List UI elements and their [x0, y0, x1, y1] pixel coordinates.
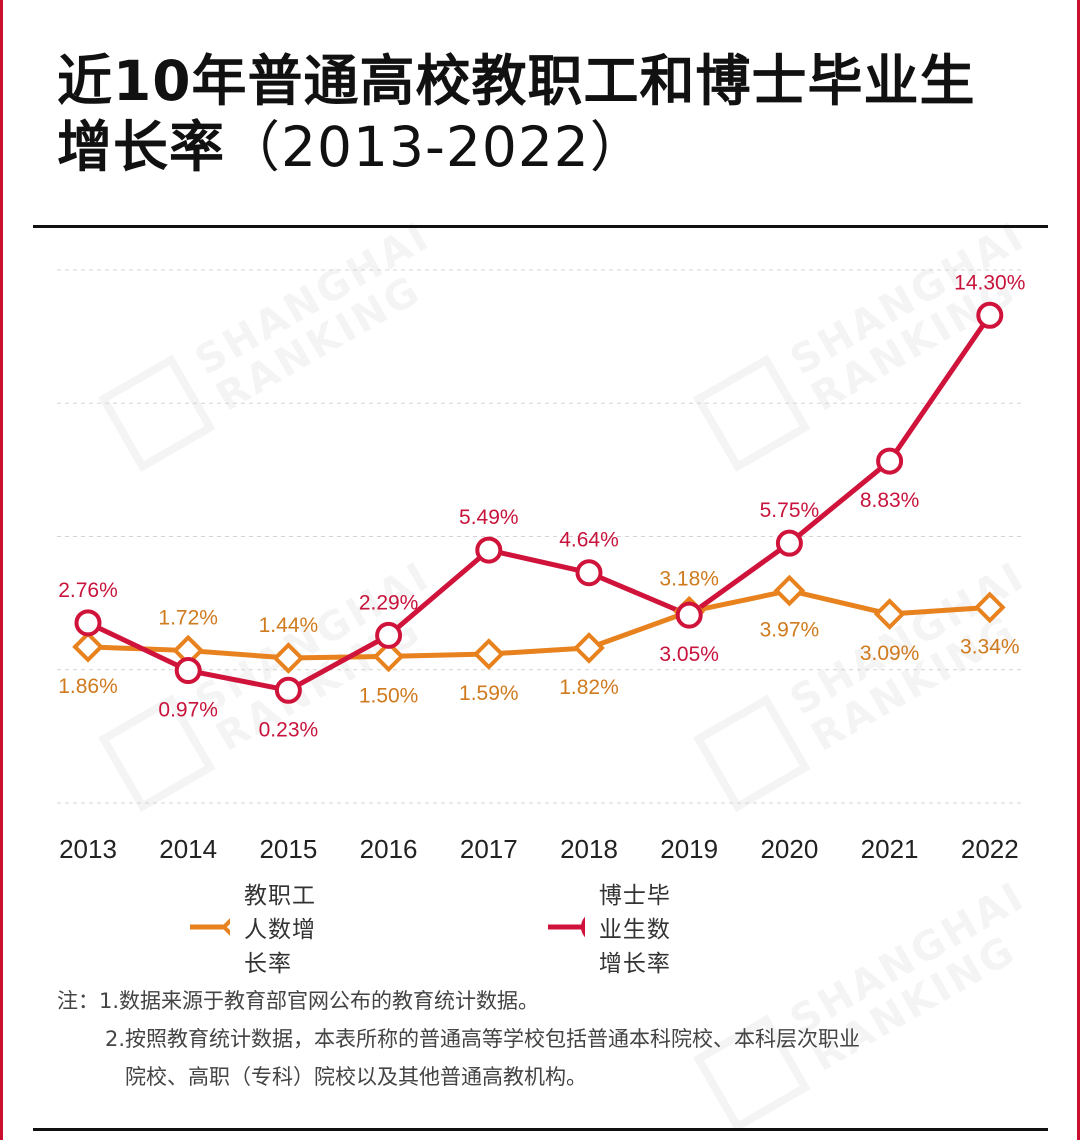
- chart-title-years: （2013-2022）: [225, 115, 646, 179]
- frame-left: [0, 0, 3, 1140]
- phd-data-label: 14.30%: [954, 271, 1025, 294]
- phd-data-label: 2.76%: [58, 579, 118, 602]
- phd-point: [876, 447, 904, 475]
- phd-point: [575, 559, 603, 587]
- phd-point: [976, 301, 1004, 329]
- phd-data-label: 5.75%: [760, 499, 820, 522]
- x-tick-label: 2019: [660, 834, 718, 864]
- staff-point: [973, 591, 1006, 624]
- footnote-2: 2.按照教育统计数据，本表所称的普通高等学校包括普通本科院校、本科层次职业: [105, 1027, 861, 1051]
- x-tick-label: 2022: [961, 834, 1019, 864]
- x-tick-label: 2016: [360, 834, 418, 864]
- top-divider: [33, 225, 1048, 228]
- x-tick-label: 2020: [760, 834, 818, 864]
- staff-data-label: 3.09%: [860, 642, 920, 665]
- legend-phd-label: 博士毕业生数增长率: [598, 883, 671, 977]
- staff-point: [773, 574, 806, 607]
- phd-data-label: 3.05%: [659, 643, 719, 666]
- staff-point: [72, 631, 104, 663]
- staff-data-label: 1.59%: [459, 682, 519, 705]
- staff-point: [573, 632, 605, 664]
- x-tick-label: 2015: [259, 834, 317, 864]
- staff-data-label: 3.97%: [760, 619, 820, 642]
- phd-point: [475, 536, 503, 564]
- legend-staff-label: 教职工人数增长率: [244, 883, 316, 977]
- line-chart: 2013 2014 2015 2016 2017 2018 2019 2020 2021 2022…: [57, 269, 1025, 864]
- staff-data-label: 1.50%: [359, 684, 419, 707]
- x-tick-label: 2018: [560, 834, 618, 864]
- legend-item-staff: 教职工人数增长率: [190, 883, 324, 977]
- bottom-divider: [33, 1128, 1048, 1131]
- phd-point: [274, 676, 302, 704]
- phd-data-label: 0.23%: [259, 718, 319, 741]
- chart-title-line2: 增长率（2013-2022）: [57, 114, 1037, 180]
- staff-data-label: 3.18%: [659, 568, 719, 591]
- staff-data-label: 3.34%: [960, 635, 1020, 658]
- phd-data-label: 5.49%: [459, 506, 519, 529]
- phd-point: [375, 621, 403, 649]
- phd-data-label: 4.64%: [559, 529, 619, 552]
- x-tick-label: 2014: [159, 834, 217, 864]
- staff-point: [272, 642, 305, 674]
- legend-phd-marker-icon: [548, 916, 585, 938]
- phd-point: [74, 609, 102, 637]
- staff-series-line: [87, 588, 990, 661]
- x-tick-label: 2017: [460, 834, 518, 864]
- staff-data-label: 1.44%: [259, 614, 319, 637]
- phd-point: [775, 529, 803, 557]
- staff-data-label: 1.72%: [158, 607, 218, 630]
- chart-title-line1: 近10年普通高校教职工和博士毕业生: [57, 49, 976, 113]
- legend-staff-marker-icon: [190, 918, 230, 936]
- footnote-2-cont: 院校、高职（专科）院校以及其他普通高教机构。: [125, 1065, 587, 1089]
- chart-title: 近10年普通高校教职工和博士毕业生 增长率（2013-2022）: [57, 48, 1037, 180]
- phd-data-label: 2.29%: [359, 591, 419, 614]
- phd-point: [174, 657, 202, 685]
- phd-point: [675, 601, 703, 629]
- staff-point: [372, 640, 405, 673]
- phd-series-line: [86, 313, 992, 693]
- x-tick-label: 2013: [59, 834, 117, 864]
- staff-data-label: 1.86%: [58, 675, 118, 698]
- frame-right: [1077, 0, 1080, 1140]
- chart-title-main: 增长率: [57, 115, 226, 179]
- staff-point: [472, 638, 505, 670]
- footnotes: 注：1.数据来源于教育部官网公布的教育统计数据。 2.按照教育统计数据，本表所称…: [57, 982, 1047, 1096]
- staff-point: [873, 598, 906, 630]
- footnote-1: 注：1.数据来源于教育部官网公布的教育统计数据。: [57, 989, 540, 1013]
- phd-data-label: 0.97%: [158, 699, 218, 722]
- phd-data-label: 8.83%: [860, 489, 920, 512]
- legend-item-phd: 博士毕业生数增长率: [548, 883, 682, 977]
- x-tick-label: 2021: [861, 834, 919, 864]
- staff-data-label: 1.82%: [559, 676, 619, 699]
